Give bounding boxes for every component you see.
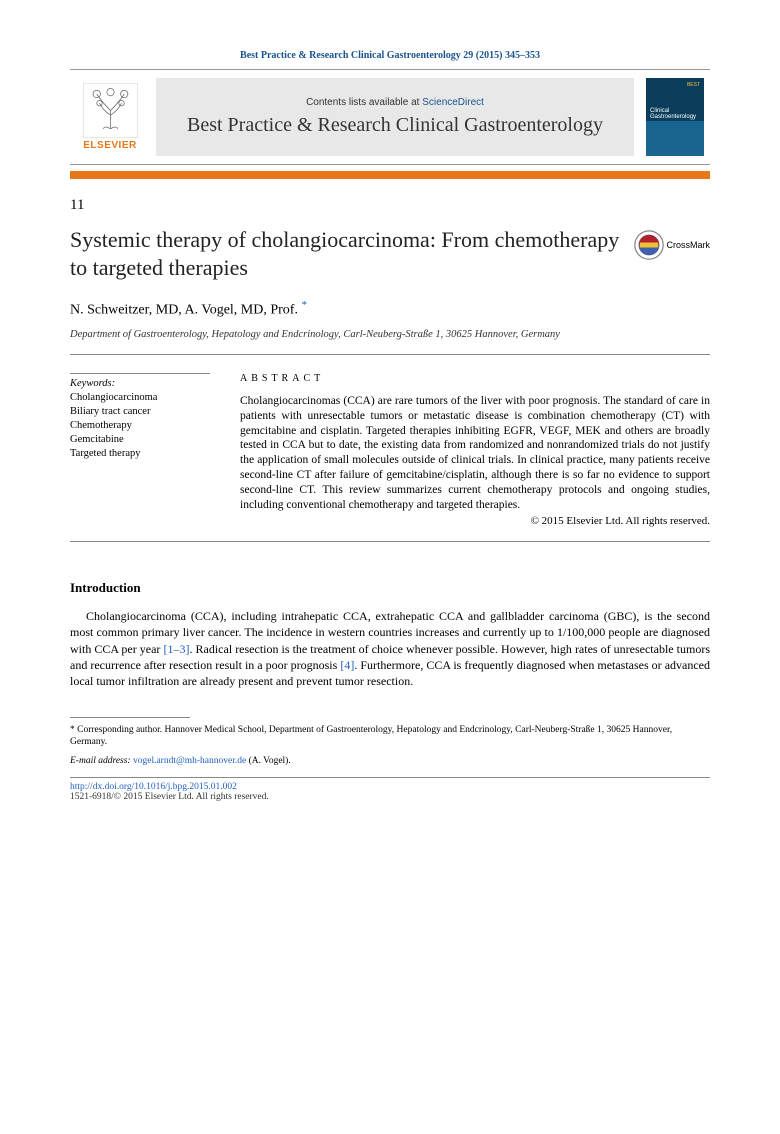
email-footnote: E-mail address: vogel.arndt@mh-hannover.… — [70, 755, 710, 767]
banner-center: Contents lists available at ScienceDirec… — [156, 78, 634, 156]
contents-prefix: Contents lists available at — [306, 97, 422, 108]
corresponding-star-icon: * — [301, 299, 307, 311]
article-number: 11 — [70, 197, 710, 214]
citation-ref[interactable]: [1–3] — [163, 642, 189, 656]
elsevier-tree-icon — [83, 83, 138, 138]
journal-cover-thumb[interactable]: BEST Clinical Gastroenterology — [640, 70, 710, 164]
keywords-block: Keywords: Cholangiocarcinoma Biliary tra… — [70, 373, 210, 528]
sciencedirect-link[interactable]: ScienceDirect — [422, 97, 484, 108]
corresponding-author-footnote: * Corresponding author. Hannover Medical… — [70, 724, 710, 749]
email-link[interactable]: vogel.arndt@mh-hannover.de — [133, 756, 246, 766]
authors-line: N. Schweitzer, MD, A. Vogel, MD, Prof. * — [70, 299, 710, 319]
keyword: Chemotherapy — [70, 419, 210, 433]
article-page: Best Practice & Research Clinical Gastro… — [0, 0, 780, 842]
divider — [70, 354, 710, 355]
doi-link[interactable]: http://dx.doi.org/10.1016/j.bpg.2015.01.… — [70, 782, 710, 792]
publisher-logo[interactable]: ELSEVIER — [70, 70, 150, 164]
orange-divider — [70, 171, 710, 179]
keywords-heading: Keywords: — [70, 373, 210, 389]
journal-name: Best Practice & Research Clinical Gastro… — [187, 114, 603, 137]
footnote-divider — [70, 717, 190, 718]
publisher-name: ELSEVIER — [83, 140, 136, 151]
keyword: Cholangiocarcinoma — [70, 391, 210, 405]
issn-line: 1521-6918/© 2015 Elsevier Ltd. All right… — [70, 792, 710, 802]
citation-ref[interactable]: [4] — [340, 658, 354, 672]
cover-image: BEST Clinical Gastroenterology — [646, 78, 704, 156]
abstract-block: ABSTRACT Cholangiocarcinomas (CCA) are r… — [240, 373, 710, 528]
keyword: Biliary tract cancer — [70, 405, 210, 419]
crossmark-icon — [634, 230, 664, 260]
keyword: Targeted therapy — [70, 447, 210, 461]
cover-top-text: BEST — [687, 82, 700, 88]
crossmark-badge[interactable]: CrossMark — [634, 230, 710, 260]
title-row: Systemic therapy of cholangiocarcinoma: … — [70, 226, 710, 281]
keyword: Gemcitabine — [70, 433, 210, 447]
journal-banner: ELSEVIER Contents lists available at Sci… — [70, 69, 710, 165]
abstract-body: Cholangiocarcinomas (CCA) are rare tumor… — [240, 394, 710, 514]
running-head: Best Practice & Research Clinical Gastro… — [70, 50, 710, 69]
footer-divider — [70, 777, 710, 778]
cover-mid-text: Clinical Gastroenterology — [650, 108, 700, 120]
abstract-zone: Keywords: Cholangiocarcinoma Biliary tra… — [70, 373, 710, 528]
contents-line: Contents lists available at ScienceDirec… — [306, 97, 484, 108]
footnote-text: Corresponding author. Hannover Medical S… — [70, 725, 672, 747]
author-names: N. Schweitzer, MD, A. Vogel, MD, Prof. — [70, 303, 301, 318]
affiliation: Department of Gastroenterology, Hepatolo… — [70, 329, 710, 340]
divider — [70, 541, 710, 542]
abstract-heading: ABSTRACT — [240, 373, 710, 384]
abstract-copyright: © 2015 Elsevier Ltd. All rights reserved… — [240, 515, 710, 527]
intro-paragraph: Cholangiocarcinoma (CCA), including intr… — [70, 608, 710, 689]
article-title: Systemic therapy of cholangiocarcinoma: … — [70, 226, 634, 281]
crossmark-label: CrossMark — [666, 240, 710, 250]
section-heading-introduction: Introduction — [70, 580, 710, 596]
email-who: (A. Vogel). — [246, 756, 291, 766]
email-label: E-mail address: — [70, 756, 133, 766]
